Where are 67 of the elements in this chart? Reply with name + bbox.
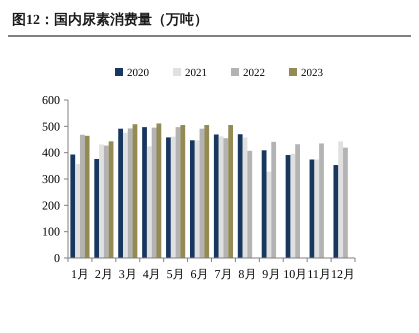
bar — [84, 136, 90, 258]
bar — [108, 141, 114, 258]
bar — [218, 136, 224, 258]
x-tick-label: 12月 — [331, 267, 356, 281]
x-tick-label: 4月 — [142, 267, 161, 281]
bar — [75, 164, 80, 258]
bar — [128, 128, 133, 258]
y-tick-label: 0 — [54, 251, 60, 265]
bar — [223, 138, 228, 258]
bar — [310, 160, 314, 258]
x-tick-label: 6月 — [190, 267, 209, 281]
bar — [262, 150, 267, 258]
bar — [118, 128, 124, 258]
bar — [204, 125, 210, 258]
bar — [94, 158, 100, 258]
bar — [266, 172, 272, 258]
bar — [123, 132, 128, 258]
bar — [200, 128, 204, 258]
bar — [338, 141, 344, 258]
bar — [228, 125, 234, 258]
bar — [70, 154, 76, 258]
bar — [343, 148, 348, 258]
bar — [156, 123, 162, 258]
bar — [314, 160, 320, 258]
bar — [238, 134, 243, 258]
x-tick-label: 9月 — [262, 267, 280, 281]
bar — [194, 140, 200, 258]
bar — [180, 125, 186, 258]
x-tick-label: 7月 — [214, 267, 232, 281]
chart-title: 图12：国内尿素消费量（万吨） — [12, 12, 208, 28]
bar — [214, 134, 219, 258]
x-tick-label: 1月 — [70, 267, 89, 281]
bar — [170, 136, 176, 258]
x-tick-label: 5月 — [166, 267, 185, 281]
bar — [295, 144, 300, 258]
bar — [80, 134, 85, 258]
bar — [290, 154, 296, 258]
legend-label: 2023 — [301, 67, 324, 79]
bar — [271, 142, 276, 258]
bar — [166, 137, 171, 258]
y-tick-label: 200 — [42, 198, 60, 212]
bar — [99, 144, 104, 258]
x-tick-label: 3月 — [118, 267, 137, 281]
bar — [132, 124, 138, 258]
bar — [286, 155, 290, 258]
bar — [152, 128, 156, 258]
x-tick-label: 11月 — [307, 267, 331, 281]
legend-label: 2020 — [127, 67, 150, 79]
bar — [142, 127, 147, 258]
y-tick-label: 400 — [42, 146, 60, 160]
y-tick-label: 600 — [42, 93, 60, 107]
legend-label: 2022 — [243, 67, 265, 79]
bar — [190, 140, 195, 258]
bar — [242, 137, 248, 258]
bar — [319, 143, 324, 258]
y-tick-label: 500 — [42, 119, 60, 134]
bar — [146, 146, 152, 258]
legend-label: 2021 — [185, 67, 207, 79]
bar — [247, 150, 252, 258]
bar — [333, 165, 338, 258]
bar — [104, 146, 109, 258]
x-tick-label: 10月 — [283, 267, 308, 281]
y-tick-label: 300 — [42, 172, 60, 186]
x-tick-label: 8月 — [238, 267, 256, 281]
bar — [176, 127, 180, 258]
y-tick-label: 100 — [42, 224, 60, 239]
x-tick-label: 2月 — [94, 267, 113, 281]
